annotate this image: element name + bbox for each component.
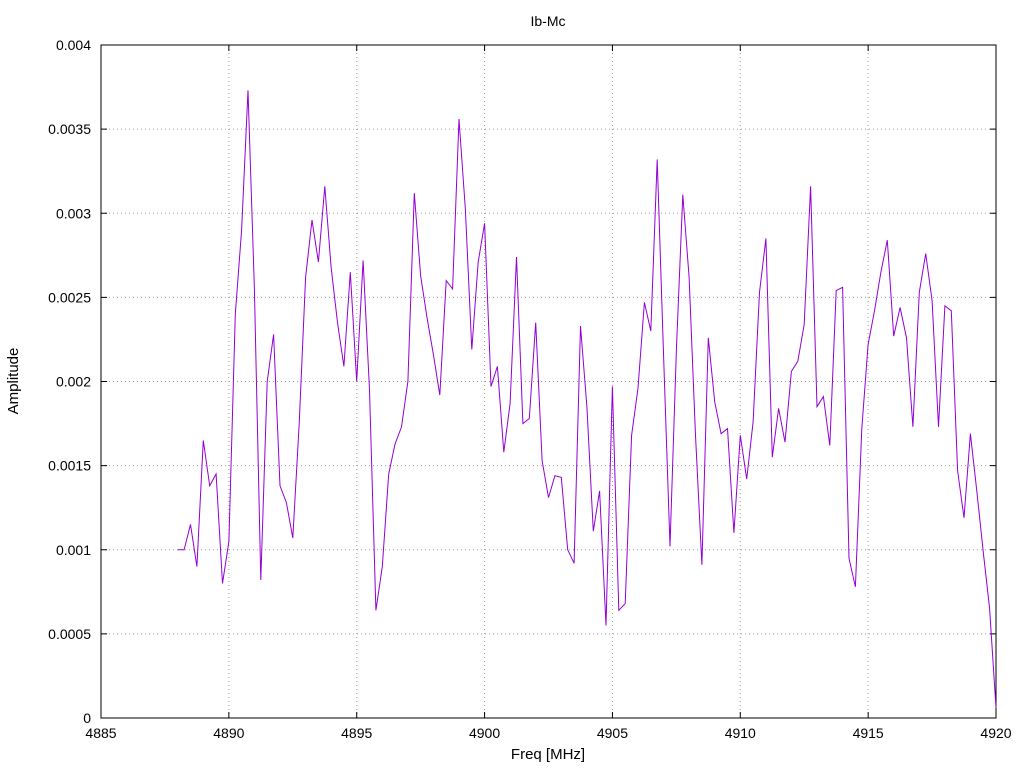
- chart-title: Ib-Mc: [531, 13, 566, 29]
- y-tick-label: 0.001: [56, 542, 91, 558]
- x-tick-label: 4905: [597, 725, 628, 741]
- y-tick-label: 0.0025: [48, 289, 91, 305]
- y-axis-label: Amplitude: [5, 348, 22, 415]
- y-tick-label: 0: [83, 710, 91, 726]
- ticks: 4885 4890 4895 4900 4905 4910 4915 4920 0 0.0005 0…: [48, 37, 1012, 741]
- y-tick-label: 0.0035: [48, 121, 91, 137]
- y-tick-label: 0.003: [56, 205, 91, 221]
- x-tick-label: 4895: [341, 725, 372, 741]
- plot-frame: [100, 44, 997, 719]
- y-tick-label: 0.0015: [48, 458, 91, 474]
- y-tick-label: 0.0005: [48, 626, 91, 642]
- x-tick-label: 4885: [85, 725, 116, 741]
- y-tick-label: 0.004: [56, 37, 91, 53]
- x-axis-label: Freq [MHz]: [511, 746, 585, 763]
- y-tick-label: 0.002: [56, 374, 91, 390]
- x-tick-label: 4920: [980, 725, 1011, 741]
- grid: [101, 45, 996, 718]
- x-tick-label: 4910: [725, 725, 756, 741]
- x-tick-label: 4900: [469, 725, 500, 741]
- series-line: [177, 90, 997, 708]
- x-tick-label: 4890: [213, 725, 244, 741]
- x-tick-label: 4915: [853, 725, 884, 741]
